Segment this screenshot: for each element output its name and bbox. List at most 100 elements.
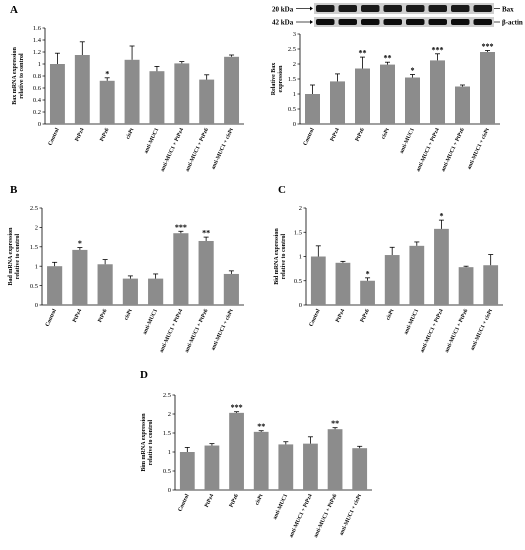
blot-protein-label: Bax	[502, 6, 514, 14]
y-tick-label: 2.5	[288, 46, 296, 53]
bar-3	[360, 280, 375, 305]
significance-marker: *	[411, 66, 415, 75]
bar-1	[47, 266, 63, 305]
y-tick-label: 1	[299, 254, 302, 261]
category-label: anti-MUC1	[403, 308, 420, 336]
bar-6	[173, 233, 189, 305]
significance-marker: ***	[175, 223, 187, 232]
bar-1	[179, 452, 195, 490]
significance-marker: *	[105, 69, 109, 78]
category-label: PtPz4	[335, 308, 346, 323]
y-tick-label: 1.5	[288, 76, 296, 83]
significance-marker: **	[202, 229, 210, 238]
blot-band	[361, 19, 380, 25]
significance-marker: ***	[231, 403, 243, 412]
category-label: PtPz4	[74, 127, 85, 142]
bar-3	[229, 412, 244, 490]
category-label: anti-MUC1 + PtPz4	[160, 127, 186, 173]
significance-marker: ***	[432, 45, 444, 54]
bar-7	[198, 240, 214, 305]
bar-2	[74, 55, 90, 124]
y-tick-label: 1	[168, 449, 171, 456]
category-label: PtPz6	[229, 493, 240, 508]
blot-band	[316, 5, 335, 12]
category-label: Control	[308, 308, 321, 328]
category-label: anti-MUC1 + PtPz4	[288, 493, 314, 539]
category-label: PtPz6	[360, 308, 371, 323]
y-tick-label: 0	[38, 121, 41, 128]
bar-4	[124, 59, 140, 124]
charts: 0 0.2 0.4 0.6 0.8 1 1.2 1.4 1.6 Bax mRNA expressi…	[8, 25, 503, 539]
y-tick-label: 0.5	[163, 468, 171, 475]
bar-5	[409, 245, 425, 305]
category-label: cisPt	[125, 127, 135, 140]
y-tick-label: 2.5	[30, 205, 38, 212]
blot-size-label: 20 kDa	[272, 6, 294, 14]
category-label: anti-MUC1	[399, 127, 416, 155]
significance-marker: *	[439, 212, 443, 221]
y-axis-title: Bim mRNA expressionrelative to control	[141, 413, 154, 472]
bar-1	[305, 94, 320, 124]
bar-2	[204, 445, 220, 490]
blot-band	[451, 19, 470, 25]
category-label: anti-MUC1 + PtPz4	[159, 308, 185, 354]
category-label: anti-MUC1 + PtPz6	[444, 308, 470, 354]
panel-letters: A B C D	[10, 4, 286, 381]
blot-band	[316, 19, 335, 25]
bar-2	[330, 81, 345, 124]
category-label: cisPt	[123, 308, 133, 321]
y-tick-label: 1.4	[33, 37, 42, 44]
significance-marker: *	[78, 239, 82, 248]
category-label: anti-MUC1 + PtPz4	[419, 308, 445, 354]
panel-letter-a: A	[10, 4, 18, 16]
bar-6	[303, 443, 318, 490]
blot-band	[428, 5, 447, 12]
bar-8	[480, 52, 495, 124]
blot-band	[473, 19, 492, 25]
chart-panel-b-2: 0 0.5 1 1.5 2 2.5 Bad mRNA expressionrelative …	[8, 205, 244, 354]
category-label: PtPz4	[204, 493, 215, 508]
category-label: anti-MUC1 + cisPt	[470, 308, 494, 351]
category-label: anti-MUC1 + PtPz6	[440, 127, 466, 173]
category-label: anti-MUC1 + cisPt	[210, 127, 234, 170]
category-label: anti-MUC1 + cisPt	[466, 127, 490, 170]
significance-marker: ***	[482, 42, 494, 51]
bar-5	[405, 77, 420, 124]
blot-membrane	[314, 17, 494, 27]
y-tick-label: 0	[299, 302, 302, 309]
category-label: anti-MUC1 + PtPz6	[313, 493, 339, 539]
panel-letter-b: B	[10, 184, 18, 196]
category-label: cisPt	[381, 127, 391, 140]
y-tick-label: 1.5	[294, 229, 302, 236]
y-tick-label: 1.5	[163, 430, 171, 437]
bar-1	[49, 64, 65, 124]
y-tick-label: 2	[293, 61, 296, 68]
blot-arrowhead-icon	[310, 6, 313, 11]
blot-band	[473, 5, 492, 12]
bar-7	[455, 86, 470, 124]
category-label: anti-MUC1 + cisPt	[210, 308, 234, 351]
bar-3	[97, 264, 113, 305]
blot-band	[406, 5, 425, 12]
bar-3	[99, 80, 115, 124]
significance-marker: **	[257, 422, 265, 431]
bar-2	[72, 249, 88, 305]
category-label: Control	[303, 127, 316, 147]
y-tick-label: 2	[299, 205, 302, 212]
bar-5	[149, 71, 165, 124]
y-tick-label: 1.2	[33, 49, 41, 56]
y-tick-label: 0.4	[33, 97, 42, 104]
y-tick-label: 0.8	[33, 73, 41, 80]
category-label: anti-MUC1	[143, 127, 160, 155]
bar-6	[434, 228, 449, 305]
bar-8	[223, 273, 239, 305]
category-label: Control	[177, 493, 190, 513]
blot-arrowhead-icon	[310, 20, 313, 24]
bar-7	[199, 79, 215, 124]
y-tick-label: 0	[293, 121, 296, 128]
y-tick-label: 2.5	[163, 392, 171, 399]
y-tick-label: 1.6	[33, 25, 42, 32]
significance-marker: **	[331, 419, 339, 428]
category-label: anti-MUC1	[142, 308, 159, 336]
